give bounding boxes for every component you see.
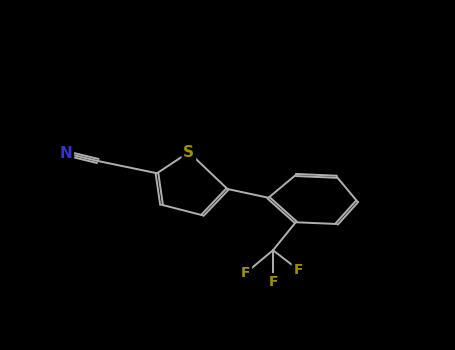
Text: F: F	[293, 262, 303, 276]
Text: N: N	[60, 146, 72, 161]
Text: F: F	[241, 266, 250, 280]
Text: F: F	[268, 275, 278, 289]
Text: S: S	[183, 145, 194, 160]
